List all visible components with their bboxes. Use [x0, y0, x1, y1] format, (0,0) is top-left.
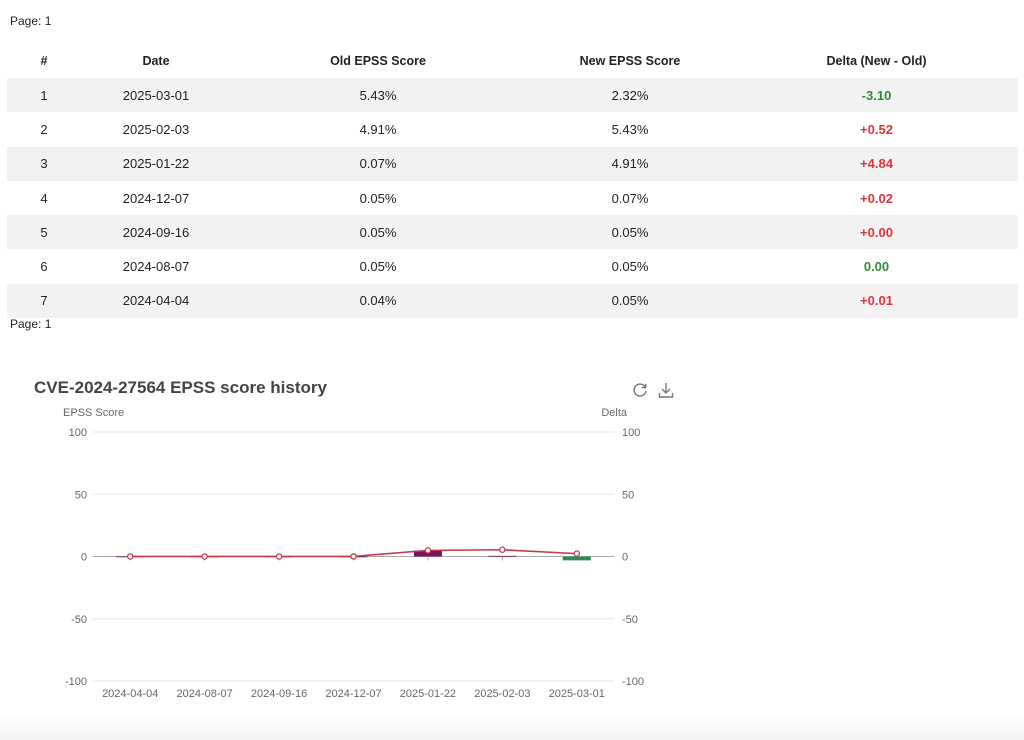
row-old-score: 5.43%	[359, 87, 397, 103]
y-tick-label-left: 0	[81, 552, 87, 564]
row-number: 7	[40, 293, 48, 309]
epss-score-point	[350, 553, 357, 560]
y-tick-label-right: 50	[622, 489, 634, 501]
x-tick-label: 2025-02-03	[474, 688, 530, 700]
refresh-icon[interactable]	[631, 381, 649, 399]
row-date: 2025-03-01	[122, 87, 190, 103]
y-tick-label-left: -100	[65, 676, 87, 688]
x-tick-label: 2025-01-22	[400, 688, 456, 700]
page-bottom-fade	[0, 712, 1024, 740]
epss-score-point	[126, 553, 134, 560]
row-old-score: 0.04%	[359, 293, 397, 309]
table-row: 6 2024-08-07 0.05% 0.05% 0.00	[7, 249, 1018, 283]
row-delta: +0.01	[860, 293, 893, 309]
x-tick-label: 2024-12-07	[325, 688, 381, 700]
table-row: 5 2024-09-16 0.05% 0.05% +0.00	[7, 215, 1018, 250]
x-tick-label: 2024-08-07	[177, 688, 233, 700]
column-header-delta[interactable]: Delta (New - Old)	[826, 54, 927, 68]
row-date: 2024-08-07	[122, 259, 190, 275]
column-header-new-score[interactable]: New EPSS Score	[579, 54, 681, 68]
row-old-score: 0.07%	[359, 156, 397, 172]
table-row: 7 2024-04-04 0.04% 0.05% +0.01	[7, 283, 1018, 319]
row-delta: +4.84	[860, 156, 893, 172]
x-tick-label: 2025-03-01	[549, 688, 605, 700]
table-row: 1 2025-03-01 5.43% 2.32% -3.10	[7, 78, 1018, 113]
y-tick-label-right: 0	[622, 552, 628, 564]
row-new-score: 0.05%	[611, 293, 649, 309]
row-new-score: 4.91%	[611, 156, 649, 172]
column-header-date[interactable]: Date	[142, 54, 170, 68]
row-number: 5	[40, 224, 48, 240]
row-delta: +0.00	[860, 224, 893, 240]
row-number: 3	[40, 156, 48, 172]
row-date: 2025-01-22	[122, 156, 190, 172]
row-delta: +0.02	[860, 190, 893, 206]
page-indicator-top: Page: 1	[10, 14, 52, 28]
column-header-number[interactable]: #	[40, 54, 48, 68]
row-number: 4	[40, 190, 48, 206]
row-date: 2024-12-07	[122, 190, 190, 206]
download-icon[interactable]	[657, 381, 675, 399]
epss-score-point	[424, 547, 432, 554]
table-header-row: # Date Old EPSS Score New EPSS Score Del…	[7, 44, 1018, 78]
row-new-score: 0.07%	[611, 190, 649, 206]
table-row: 2 2025-02-03 4.91% 5.43% +0.52	[7, 112, 1018, 146]
table-body: 1 2025-03-01 5.43% 2.32% -3.10 2 2025-02-03 4.9…	[7, 78, 1018, 319]
chart-title: CVE-2024-27564 EPSS score history	[34, 378, 327, 397]
row-old-score: 0.05%	[359, 259, 397, 275]
row-new-score: 0.05%	[611, 224, 649, 240]
row-number: 6	[40, 259, 48, 275]
row-date: 2024-09-16	[122, 224, 190, 240]
page-indicator-bottom: Page: 1	[10, 317, 52, 331]
epss-score-point	[275, 553, 283, 560]
row-date: 2024-04-04	[122, 293, 190, 309]
epss-history-table: # Date Old EPSS Score New EPSS Score Del…	[7, 44, 1018, 319]
row-new-score: 5.43%	[611, 121, 649, 137]
y-axis-title-right: Delta	[601, 407, 628, 419]
y-axis-title-left: EPSS Score	[63, 407, 124, 419]
row-new-score: 0.05%	[611, 259, 649, 275]
x-tick-label: 2024-04-04	[102, 688, 158, 700]
row-date: 2025-02-03	[122, 121, 190, 137]
row-old-score: 0.05%	[359, 190, 397, 206]
x-tick-label: 2024-09-16	[251, 688, 307, 700]
epss-score-chart: EPSS Score Delta 100 100 50 50 0 0 -50 -50 -100 -10…	[63, 407, 644, 733]
row-delta: +0.52	[860, 121, 893, 137]
table-row: 3 2025-01-22 0.07% 4.91% +4.84	[7, 146, 1018, 181]
table-row: 4 2024-12-07 0.05% 0.07% +0.02	[7, 181, 1018, 215]
y-tick-label-left: 50	[75, 489, 87, 501]
row-old-score: 4.91%	[359, 121, 397, 137]
epss-score-point	[201, 553, 208, 560]
epss-score-point	[573, 550, 581, 557]
row-old-score: 0.05%	[359, 224, 397, 240]
delta-bar	[488, 555, 517, 557]
delta-bar	[562, 556, 591, 561]
epss-score-point	[499, 546, 506, 553]
column-header-old-score[interactable]: Old EPSS Score	[330, 54, 426, 68]
y-tick-label-right: -50	[622, 614, 638, 626]
y-tick-label-right: 100	[622, 427, 640, 439]
row-number: 2	[40, 121, 48, 137]
y-tick-label-left: 100	[69, 427, 87, 439]
row-delta: 0.00	[863, 259, 890, 275]
row-number: 1	[40, 87, 48, 103]
y-tick-label-left: -50	[71, 614, 87, 626]
y-tick-label-right: -100	[622, 676, 644, 688]
row-delta: -3.10	[861, 87, 892, 103]
row-new-score: 2.32%	[611, 87, 649, 103]
